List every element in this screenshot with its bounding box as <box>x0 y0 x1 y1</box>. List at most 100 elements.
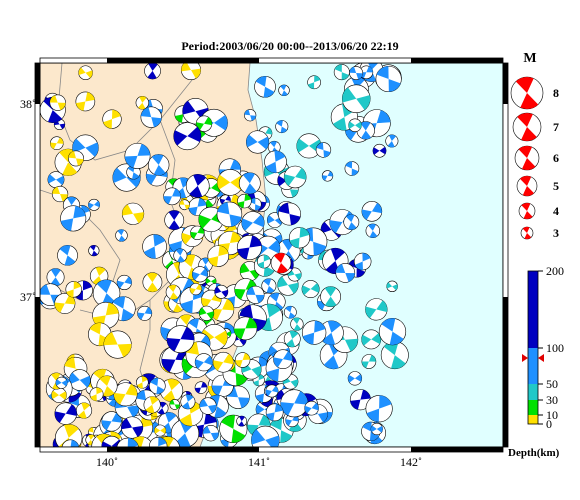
mechanism-quadrant <box>54 294 76 313</box>
frame-bar <box>107 58 259 63</box>
mechanism-quadrant <box>368 223 378 238</box>
mechanism-quadrant <box>58 424 79 447</box>
mechanism-quadrant <box>522 227 532 239</box>
depth-tick-label: 0 <box>546 417 552 431</box>
mechanism-quadrant <box>362 422 380 441</box>
mechanism-quadrant <box>253 374 265 386</box>
mechanism-quadrant <box>334 64 349 80</box>
mechanism-quadrant <box>301 283 320 296</box>
mechanism-quadrant <box>205 277 217 285</box>
mechanism-quadrant <box>292 317 302 331</box>
mechanism-quadrant <box>256 240 280 256</box>
mechanism-quadrant <box>99 375 115 397</box>
depth-band <box>528 415 538 424</box>
title: Period:2003/06/20 00:00--2013/06/20 22:1… <box>181 39 398 53</box>
mechanism-quadrant <box>163 378 180 402</box>
mechanism-quadrant <box>117 276 132 289</box>
legend-label: 5 <box>553 179 559 193</box>
mechanism-quadrant <box>169 399 180 410</box>
mechanism-quadrant <box>101 412 122 431</box>
mechanism-quadrant <box>59 149 78 176</box>
depth-tick-label: 100 <box>546 341 564 355</box>
mechanism-quadrant <box>517 113 537 142</box>
mechanism-quadrant <box>247 414 271 436</box>
mechanism-quadrant <box>246 134 269 150</box>
mechanism-quadrant <box>287 269 302 280</box>
mechanism-quadrant <box>50 268 61 286</box>
mechanism-quadrant <box>277 276 299 294</box>
mechanism-quadrant <box>78 402 90 419</box>
mechanism-quadrant <box>348 374 362 383</box>
mechanism-quadrant <box>241 214 265 231</box>
mechanism-quadrant <box>202 426 219 441</box>
mechanism-quadrant <box>286 330 299 348</box>
mechanism-quadrant <box>383 341 406 369</box>
frame-bar <box>107 447 259 452</box>
mechanism-quadrant <box>360 121 372 140</box>
mechanism-quadrant <box>255 76 275 98</box>
mechanism-quadrant <box>296 138 322 154</box>
mechanism-quadrant <box>156 437 167 447</box>
mechanism-quadrant <box>179 401 202 426</box>
mechanism-quadrant <box>55 379 68 387</box>
mechanism-quadrant <box>285 306 296 319</box>
depth-band <box>528 400 538 415</box>
mechanism-quadrant <box>386 282 398 291</box>
mechanism-quadrant <box>361 333 381 346</box>
mechanism-quadrant <box>127 438 139 447</box>
mechanism-quadrant <box>103 109 121 129</box>
mechanism-quadrant <box>345 161 359 176</box>
mechanism-quadrant <box>188 198 207 216</box>
mechanism-quadrant <box>145 396 159 413</box>
mechanism-quadrant <box>221 415 246 443</box>
mechanism-quadrant <box>213 353 234 371</box>
mechanism-quadrant <box>217 174 244 191</box>
mechanism-quadrant <box>179 200 190 210</box>
mechanism-quadrant <box>59 245 76 266</box>
legend-label: 3 <box>553 226 559 240</box>
mechanism-quadrant <box>276 120 288 133</box>
mechanism-quadrant <box>372 146 387 155</box>
mechanism <box>510 76 544 110</box>
mechanism-quadrant <box>112 296 134 321</box>
mechanism-quadrant <box>103 331 132 358</box>
mechanism-quadrant <box>210 298 234 321</box>
mechanism-quadrant <box>257 254 270 269</box>
depth-tick-label: 30 <box>546 393 558 407</box>
mechanism-quadrant <box>518 146 536 171</box>
mechanism-quadrant <box>273 351 293 368</box>
mechanism-quadrant <box>151 154 166 176</box>
mechanism-quadrant <box>243 172 257 194</box>
map-body <box>40 63 409 447</box>
legend-label: 4 <box>553 204 559 218</box>
mechanism-quadrant <box>196 117 212 131</box>
mechanism-quadrant <box>361 202 382 220</box>
mechanism-quadrant <box>78 67 93 78</box>
mechanism-quadrant <box>208 245 229 267</box>
mechanism-quadrant <box>190 284 202 294</box>
frame-bars <box>34 57 509 453</box>
mechanism-quadrant <box>168 210 180 230</box>
mechanism-quadrant <box>92 302 119 329</box>
mechanism-quadrant <box>278 202 301 226</box>
legend-title: M <box>523 51 536 66</box>
mechanism-quadrant <box>101 439 122 447</box>
mechanism-quadrant <box>270 418 293 443</box>
frame-bar <box>411 447 503 452</box>
mechanisms <box>40 63 409 447</box>
mechanism-quadrant <box>168 284 178 300</box>
mechanism-quadrant <box>195 381 207 394</box>
lon-label: 140˚ <box>96 455 118 469</box>
mechanism-quadrant <box>50 137 64 149</box>
mechanism-quadrant <box>348 259 366 278</box>
mechanism-quadrant <box>235 352 251 368</box>
mechanism-quadrant <box>376 66 401 92</box>
mechanism-quadrant <box>234 279 257 300</box>
depth-tick-label: 200 <box>546 264 564 278</box>
mechanism-quadrant <box>192 268 208 281</box>
mechanism-quadrant <box>359 66 373 79</box>
mechanism-quadrant <box>244 109 256 121</box>
mechanism-quadrant <box>325 248 345 274</box>
mechanism-quadrant <box>348 121 362 130</box>
mechanism-quadrant <box>324 286 337 307</box>
